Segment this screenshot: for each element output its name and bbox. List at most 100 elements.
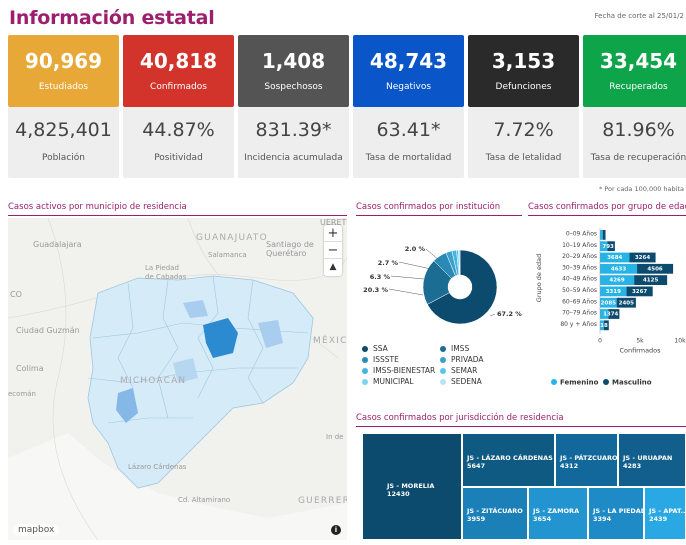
treemap-cell[interactable]: JS - LA PIEDAD 3394 [588,487,646,540]
age-bar-femenino[interactable] [600,241,608,252]
map-label-colima: Colima [16,364,44,373]
card-sub-value: 81.96% [602,119,675,141]
treemap-cell[interactable]: JS - PÁTZCUARO 4312 [555,433,618,487]
zoom-out-button[interactable]: − [324,242,342,259]
age-bar-femenino[interactable] [600,286,627,297]
card-top: 1,408 Sospechosos [238,35,349,107]
institution-chart: 67.2 % 20.3 % 6.3 % 2.7 % 2.0 % [356,218,522,338]
legend-label: SEDENA [451,377,482,386]
card-defunciones: 3,153 Defunciones 7.72% Tasa de letalida… [468,35,579,178]
age-bar-masculino[interactable] [637,263,674,274]
card-bottom: 63.41* Tasa de mortalidad [353,107,464,178]
indicator-cards: 90,969 Estudiados 4,825,401 Población 40… [8,35,686,178]
age-bar-femenino[interactable] [600,320,604,331]
age-data-label: 3267 [632,289,647,295]
legend-item-municipal[interactable]: MUNICIPAL [362,377,414,386]
age-bar-masculino[interactable] [603,320,609,331]
age-data-label: 3264 [635,255,650,261]
legend-item-sedena[interactable]: SEDENA [440,377,482,386]
age-bar-femenino[interactable] [600,309,609,319]
card-value: 48,743 [369,49,448,73]
age-data-label: 3319 [606,289,621,295]
card-sub-value: 831.39* [255,119,332,141]
age-bar-femenino[interactable] [600,275,635,285]
footnote: * Por cada 100,000 habita [599,185,684,193]
age-data-label: 4125 [643,278,658,284]
card-top: 33,454 Recuperados [583,35,686,107]
treemap-cell[interactable]: JS - URUAPAN 4283 [618,433,686,487]
legend-label: MUNICIPAL [373,377,414,386]
age-data-label: 4269 [609,278,624,284]
treemap-cell[interactable]: JS - ZITÁCUARO 3959 [462,487,528,540]
card-top: 90,969 Estudiados [8,35,119,107]
card-top: 40,818 Confirmados [123,35,234,107]
age-x-tick: 5k [636,338,644,345]
age-bar-masculino[interactable] [616,297,636,308]
donut-leader-0 [489,313,496,317]
legend-item-imss[interactable]: IMSS [440,344,469,353]
map-section-title: Casos activos por municipio de residenci… [8,202,347,216]
card-bottom: 44.87% Positividad [123,107,234,178]
age-bar-masculino[interactable] [634,275,668,285]
age-bar-femenino[interactable] [600,252,630,263]
treemap-cell[interactable]: JS - MORELIA 12430 [362,433,462,540]
treemap-cell-label: JS - MORELIA [387,482,435,490]
info-icon[interactable]: i [331,525,341,535]
age-bar-masculino[interactable] [602,230,606,240]
treemap-cell-label: JS - ZITÁCUARO [467,507,523,515]
age-data-label: 618 [596,323,608,329]
legend-item-ssa[interactable]: SSA [362,344,388,353]
treemap-cell[interactable]: JS - APAT... 2439 [644,487,686,540]
age-bar-masculino[interactable] [607,241,615,252]
zoom-in-button[interactable]: + [324,225,342,242]
compass-icon[interactable]: ▲ [329,262,337,272]
treemap-cell-value: 3654 [533,515,552,523]
card-label: Estudiados [38,82,89,92]
age-legend-label[interactable]: Masculino [612,379,652,387]
age-bar-masculino[interactable] [629,252,656,263]
age-x-label: Confirmados [619,347,661,355]
map-label-guerrero: GUERRERO [298,496,347,506]
age-legend-dot-icon [603,379,609,385]
map-label-ecoman: ecomán [8,390,36,398]
age-category-label: 50–59 Años [562,287,597,294]
card-recuperados: 33,454 Recuperados 81.96% Tasa de recupe… [583,35,686,178]
age-bar-femenino[interactable] [600,297,617,308]
legend-dot-icon [362,379,368,385]
mapbox-logo[interactable]: mapbox [13,524,60,536]
card-top: 48,743 Negativos [353,35,464,107]
map-label-in-de: In de [326,433,344,441]
legend-item-imss-bienestar[interactable]: IMSS-BIENESTAR [362,366,435,375]
age-x-tick: 0 [598,338,602,345]
map-canvas [8,218,347,540]
age-legend-label[interactable]: Femenino [560,379,599,387]
donut-leader-1 [388,288,424,296]
map-label-lazaro: Lázaro Cárdenas [128,463,187,471]
treemap-cell-label: JS - ZAMORA [533,507,580,515]
donut-slice-0[interactable] [427,249,498,325]
treemap-cell-value: 12430 [387,490,410,498]
age-bar-femenino[interactable] [600,263,638,274]
card-estudiados: 90,969 Estudiados 4,825,401 Población [8,35,119,178]
age-category-label: 70–79 Años [562,310,597,317]
map-label-altamirano: Cd. Altamirano [178,496,231,504]
treemap-cell-label: JS - URUAPAN [623,454,673,462]
treemap-cell-label: JS - APAT... [649,507,686,515]
age-x-tick: 10k [674,338,686,345]
legend-dot-icon [440,368,446,374]
treemap-cell[interactable]: JS - ZAMORA 3654 [528,487,588,540]
treemap-cell[interactable]: JS - LÁZARO CÁRDENAS 5647 [462,433,555,487]
legend-item-privada[interactable]: PRIVADA [440,355,484,364]
donut-leader-2 [390,275,425,280]
legend-dot-icon [440,346,446,352]
municipality-map[interactable]: Guadalajara GUANAJUATO Salamanca Santiag… [8,218,347,540]
donut-data-label: 2.7 % [378,259,399,267]
card-sub-label: Población [41,153,85,163]
legend-item-issste[interactable]: ISSSTE [362,355,399,364]
legend-item-semar[interactable]: SEMAR [440,366,477,375]
age-bar-masculino[interactable] [626,286,653,297]
age-bar-femenino[interactable] [600,230,603,240]
legend-label: IMSS [451,344,470,353]
age-bar-masculino[interactable] [608,309,620,319]
legend-dot-icon [362,357,368,363]
